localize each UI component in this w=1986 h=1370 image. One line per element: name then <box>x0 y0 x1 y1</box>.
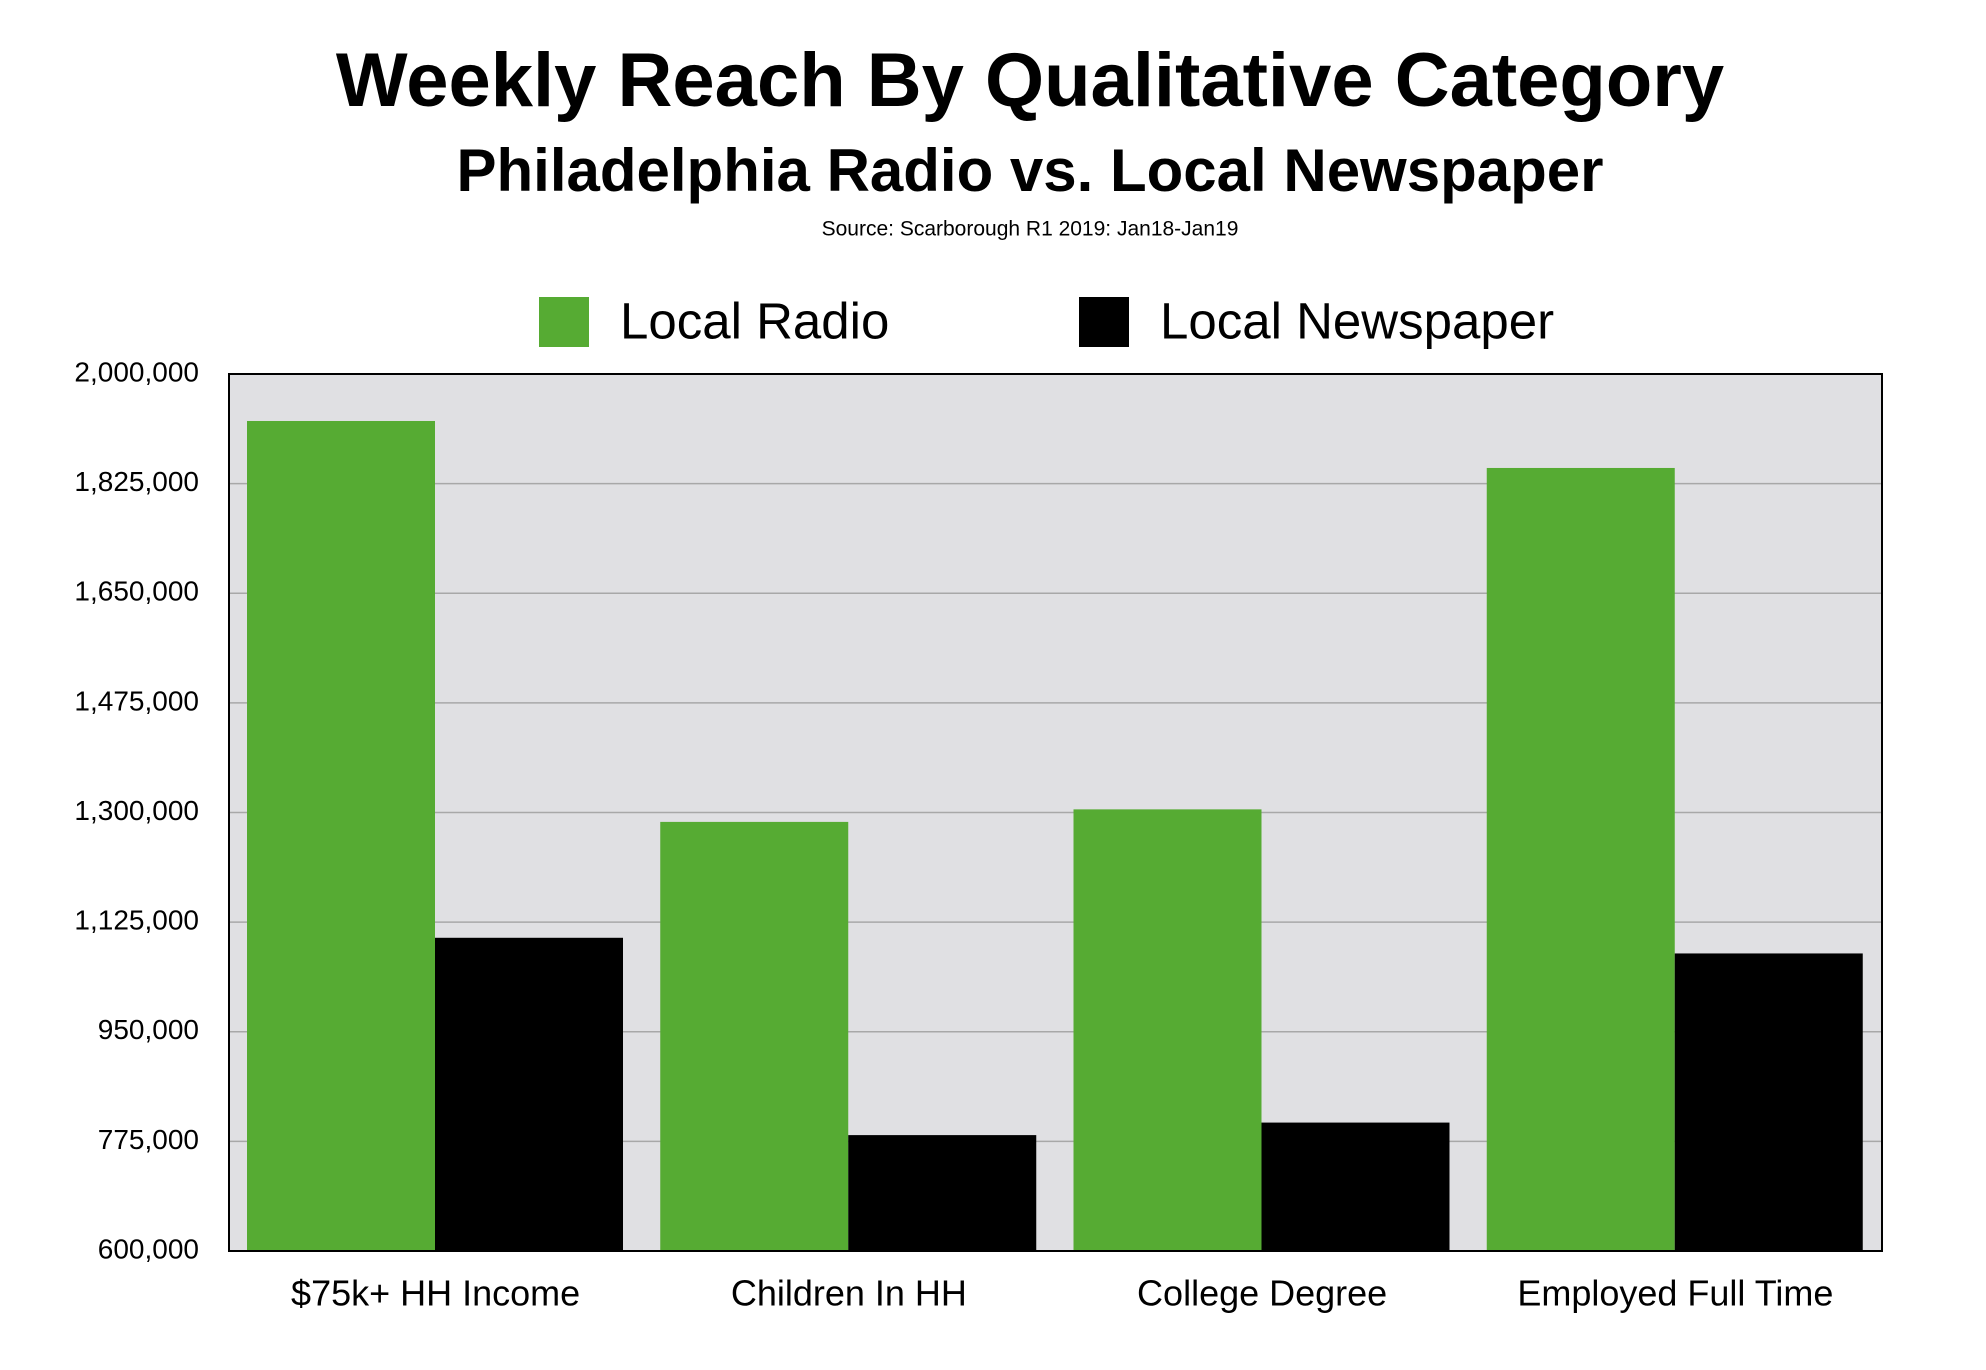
legend-label: Local Radio <box>620 292 889 349</box>
bar <box>247 420 435 1251</box>
bar <box>1261 1122 1450 1251</box>
bar <box>435 937 623 1251</box>
legend-swatch <box>539 297 589 347</box>
chart-source: Source: Scarborough R1 2019: Jan18-Jan19 <box>822 218 1239 241</box>
y-tick-label: 600,000 <box>98 1233 199 1264</box>
bar <box>1486 467 1675 1251</box>
x-tick-label: College Degree <box>1137 1273 1387 1314</box>
y-tick-label: 1,300,000 <box>74 795 199 826</box>
x-tick-label: $75k+ HH Income <box>291 1273 580 1314</box>
legend-label: Local Newspaper <box>1160 292 1554 349</box>
y-tick-label: 1,825,000 <box>74 466 199 497</box>
y-tick-label: 1,475,000 <box>74 685 199 716</box>
plot-border <box>228 373 1883 1252</box>
y-tick-label: 775,000 <box>98 1124 199 1155</box>
chart-title: Weekly Reach By Qualitative Category <box>336 38 1724 123</box>
legend-swatch <box>1079 297 1129 347</box>
chart-subtitle: Philadelphia Radio vs. Local Newspaper <box>456 137 1603 204</box>
bar <box>660 821 849 1251</box>
bar <box>848 1135 1037 1251</box>
y-tick-label: 2,000,000 <box>74 356 199 387</box>
y-tick-label: 1,650,000 <box>74 576 199 607</box>
y-tick-label: 950,000 <box>98 1014 199 1045</box>
bar <box>1674 953 1863 1251</box>
bar <box>1073 809 1262 1251</box>
x-tick-label: Children In HH <box>731 1273 967 1314</box>
x-tick-label: Employed Full Time <box>1517 1273 1833 1314</box>
y-tick-label: 1,125,000 <box>74 905 199 936</box>
